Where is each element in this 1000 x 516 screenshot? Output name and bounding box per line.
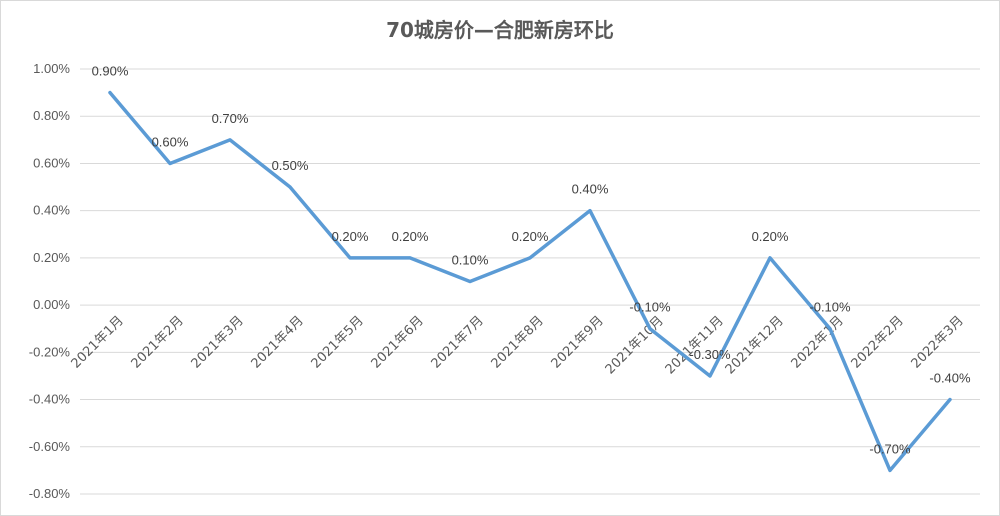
data-label: 0.20% bbox=[332, 229, 369, 244]
x-tick-label: 2021年7月 bbox=[429, 313, 487, 371]
data-point bbox=[288, 185, 292, 189]
y-tick-label: 0.60% bbox=[33, 155, 70, 170]
data-label: 0.20% bbox=[752, 229, 789, 244]
x-tick-label: 2021年9月 bbox=[549, 313, 607, 371]
x-tick-label: 2021年1月 bbox=[69, 313, 127, 371]
x-tick-label: 2022年1月 bbox=[789, 313, 847, 371]
x-axis-ticks: 2021年1月 2021年2月 2021年3月 2021年4月 2021年5月 2021年… bbox=[69, 313, 967, 377]
data-point bbox=[408, 256, 412, 260]
data-label: -0.10% bbox=[629, 300, 671, 315]
data-label: 0.60% bbox=[152, 134, 189, 149]
data-point bbox=[648, 327, 652, 331]
data-point bbox=[528, 256, 532, 260]
x-tick-label: 2021年6月 bbox=[369, 313, 427, 371]
x-tick-label: 2021年4月 bbox=[249, 313, 307, 371]
data-point bbox=[948, 398, 952, 402]
data-point bbox=[708, 374, 712, 378]
x-tick-label: 2021年5月 bbox=[309, 313, 367, 371]
y-tick-label: 0.00% bbox=[33, 297, 70, 312]
data-label: -0.40% bbox=[929, 371, 971, 386]
data-label: 0.50% bbox=[272, 158, 309, 173]
x-tick-label: 2022年3月 bbox=[909, 313, 967, 371]
data-label: -0.30% bbox=[689, 347, 731, 362]
data-label: 0.90% bbox=[92, 64, 129, 79]
y-tick-label: -0.60% bbox=[29, 439, 71, 454]
data-point bbox=[888, 468, 892, 472]
data-point bbox=[768, 256, 772, 260]
x-tick-label: 2021年2月 bbox=[129, 313, 187, 371]
y-axis-ticks: 1.00% 0.80% 0.60% 0.40% 0.20% 0.00% -0.20% -0.4… bbox=[29, 61, 71, 501]
series-line-layer bbox=[108, 90, 952, 473]
y-tick-label: 1.00% bbox=[33, 61, 70, 76]
series-line bbox=[108, 90, 952, 473]
data-label: 0.20% bbox=[512, 229, 549, 244]
y-tick-label: -0.80% bbox=[29, 486, 71, 501]
chart-title: 70城房价—合肥新房环比 bbox=[386, 18, 614, 42]
data-point bbox=[228, 138, 232, 142]
data-point bbox=[168, 161, 172, 165]
x-tick-label: 2021年12月 bbox=[723, 313, 787, 377]
data-label: 0.70% bbox=[212, 111, 249, 126]
data-point bbox=[588, 209, 592, 213]
data-point bbox=[348, 256, 352, 260]
data-point bbox=[828, 327, 832, 331]
data-point bbox=[468, 280, 472, 283]
x-tick-label: 2021年10月 bbox=[603, 313, 667, 377]
x-tick-label: 2021年3月 bbox=[189, 313, 247, 371]
data-label: -0.70% bbox=[869, 441, 911, 456]
y-tick-label: -0.20% bbox=[29, 344, 71, 359]
y-tick-label: 0.40% bbox=[33, 203, 70, 218]
gridlines bbox=[80, 68, 980, 495]
data-label: -0.10% bbox=[809, 300, 851, 315]
data-label: 0.10% bbox=[452, 253, 489, 268]
data-label: 0.20% bbox=[392, 229, 429, 244]
data-point bbox=[108, 91, 112, 95]
y-tick-label: -0.40% bbox=[29, 392, 71, 407]
x-tick-label: 2021年8月 bbox=[489, 313, 547, 371]
y-tick-label: 0.20% bbox=[33, 250, 70, 265]
y-tick-label: 0.80% bbox=[33, 108, 70, 123]
x-tick-label: 2022年2月 bbox=[849, 313, 907, 371]
data-label: 0.40% bbox=[572, 182, 609, 197]
data-labels: 0.90% 0.60% 0.70% 0.50% 0.20% 0.20% 0.10% 0.20%… bbox=[92, 64, 971, 457]
